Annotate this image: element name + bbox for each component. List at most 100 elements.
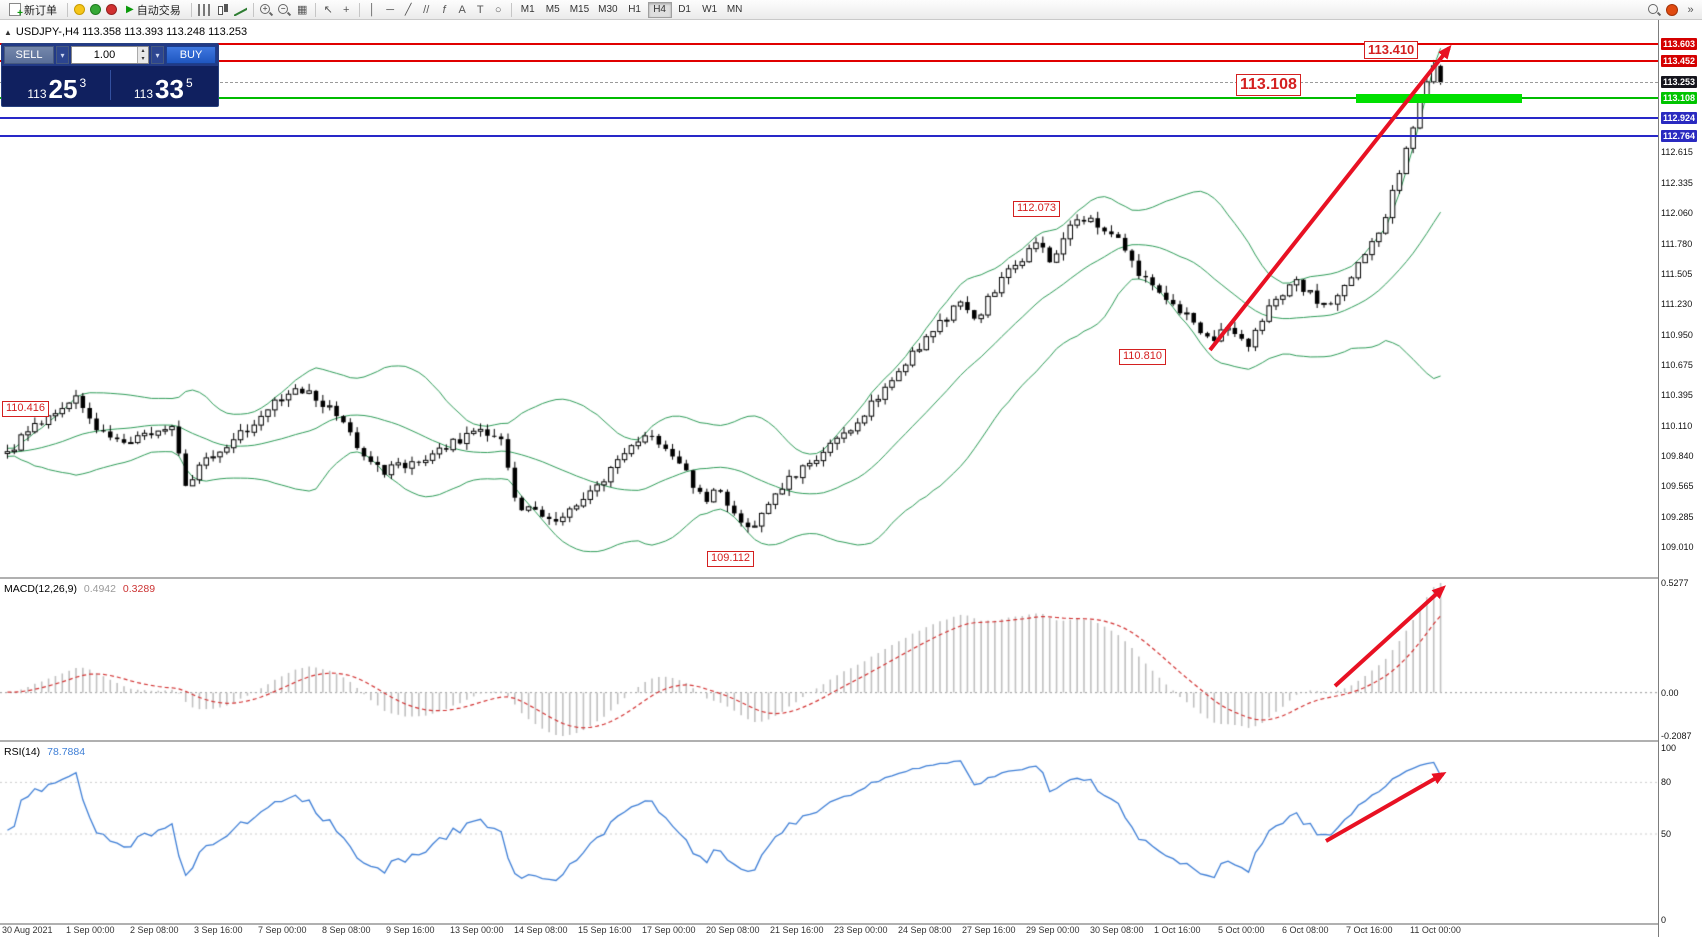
timeframe-m5[interactable]: M5 (541, 2, 565, 18)
timeframe-h1[interactable]: H1 (623, 2, 647, 18)
toolbar-overflow-icon[interactable]: » (1687, 3, 1694, 16)
time-axis-label: 1 Sep 00:00 (66, 925, 115, 935)
price-annotation[interactable]: 113.410 (1364, 41, 1419, 60)
axis-tick-label: 110.950 (1661, 329, 1693, 340)
symbol-icon: ▲ (4, 27, 12, 37)
fibonacci-icon[interactable]: f (442, 3, 446, 16)
text-icon[interactable]: A (458, 3, 466, 16)
rsi-title: RSI(14) (4, 746, 41, 758)
time-axis-label: 7 Sep 00:00 (258, 925, 307, 935)
panel-separator[interactable] (0, 740, 1702, 742)
price-annotation[interactable]: 113.108 (1236, 74, 1301, 96)
bid-sup: 3 (79, 76, 87, 90)
autotrade-button[interactable]: ▶ 自动交易 (120, 1, 187, 19)
horizontal-price-line[interactable] (0, 43, 1658, 45)
volume-up-icon[interactable]: ▴ (137, 47, 148, 55)
horizontal-line-icon[interactable]: ─ (386, 3, 395, 16)
vertical-line-icon[interactable]: │ (368, 3, 376, 16)
time-axis-label: 23 Sep 00:00 (834, 925, 888, 935)
buy-button[interactable]: BUY (166, 46, 216, 64)
price-axis-special-label: 112.764 (1661, 129, 1698, 142)
crosshair-icon[interactable]: + (342, 3, 350, 16)
horizontal-price-line[interactable] (0, 82, 1658, 83)
bar-chart-icon[interactable] (196, 1, 213, 18)
chart-window[interactable]: 110.416 109.112 112.073 110.810 113.108 113.4… (0, 20, 1702, 937)
volume-field[interactable]: 1.00 ▴ ▾ (71, 46, 149, 64)
zoom-out-icon[interactable]: − (276, 1, 293, 18)
time-axis-label: 30 Aug 2021 (2, 925, 53, 935)
horizontal-price-line[interactable] (0, 117, 1658, 119)
horizontal-price-line[interactable] (0, 60, 1658, 62)
horizontal-price-line[interactable] (0, 135, 1658, 137)
signal-icon[interactable] (90, 4, 101, 15)
time-axis-label: 17 Sep 00:00 (642, 925, 696, 935)
axis-tick-label: 111.230 (1661, 298, 1693, 309)
timeframe-d1[interactable]: D1 (673, 2, 697, 18)
toolbar-separator (67, 2, 68, 17)
panel-separator[interactable] (0, 923, 1702, 925)
channel-icon[interactable]: // (423, 3, 430, 16)
timeframe-mn[interactable]: MN (723, 2, 747, 18)
time-axis-label: 21 Sep 16:00 (770, 925, 824, 935)
notification-icon[interactable] (1666, 3, 1678, 16)
rsi-panel-canvas[interactable] (0, 742, 1658, 923)
buy-dropdown[interactable]: ▾ (151, 46, 164, 64)
main-chart-canvas[interactable] (0, 20, 1658, 577)
rsi-indicator-label: RSI(14) 78.7884 (4, 746, 85, 758)
axis-tick-label: 112.060 (1661, 207, 1693, 218)
support-zone-rectangle[interactable] (1356, 94, 1522, 103)
macd-value-2: 0.3289 (122, 583, 156, 595)
phone-icon[interactable] (106, 4, 117, 15)
time-axis[interactable]: 30 Aug 2021 1 Sep 00:00 2 Sep 08:00 3 Sep 1… (0, 925, 1658, 937)
time-axis-label: 20 Sep 08:00 (706, 925, 760, 935)
search-icon[interactable] (1645, 1, 1662, 18)
time-axis-label: 24 Sep 08:00 (898, 925, 952, 935)
sell-dropdown[interactable]: ▾ (56, 46, 69, 64)
timeframe-h4[interactable]: H4 (647, 1, 672, 18)
time-axis-label: 15 Sep 16:00 (578, 925, 632, 935)
axis-tick-label: 112.335 (1661, 177, 1693, 188)
order-controls-row: SELL ▾ 1.00 ▴ ▾ ▾ BUY (2, 44, 218, 66)
line-chart-icon[interactable] (232, 1, 249, 18)
axis-tick-label: 0 (1661, 915, 1667, 925)
axis-tick-label: 0.00 (1661, 687, 1679, 698)
price-axis[interactable]: 112.615 112.335 112.060 111.780 111.505 111.2… (1658, 20, 1702, 937)
ask-prefix: 113 (133, 87, 154, 101)
price-axis-special-label: 113.452 (1661, 54, 1698, 67)
timeframe-m1[interactable]: M1 (516, 2, 540, 18)
shapes-icon[interactable]: ○ (494, 3, 502, 16)
toolbar-separator (358, 2, 360, 17)
candlestick-chart-icon[interactable] (214, 1, 231, 18)
timeframe-m30[interactable]: M30 (594, 2, 621, 18)
tile-windows-icon[interactable]: ▦ (297, 4, 308, 16)
panel-separator[interactable] (0, 577, 1702, 579)
price-divider (109, 70, 111, 100)
macd-title: MACD(12,26,9) (4, 583, 77, 595)
price-annotation[interactable]: 109.112 (707, 551, 754, 567)
axis-tick-label: 109.565 (1661, 481, 1694, 492)
trendline-icon[interactable]: ╱ (404, 4, 412, 16)
zoom-in-icon[interactable]: + (258, 1, 275, 18)
macd-panel-canvas[interactable] (0, 579, 1658, 740)
time-axis-label: 9 Sep 16:00 (386, 925, 435, 935)
price-annotation[interactable]: 110.416 (2, 401, 49, 417)
volume-value[interactable]: 1.00 (93, 49, 116, 61)
price-annotation[interactable]: 110.810 (1119, 349, 1166, 365)
time-axis-label: 1 Oct 16:00 (1154, 925, 1201, 935)
axis-tick-label: 109.285 (1661, 511, 1694, 522)
symbol-title: ▲ USDJPY-,H4 113.358 113.393 113.248 113… (4, 26, 247, 38)
timeframe-m15[interactable]: M15 (566, 2, 593, 18)
label-icon[interactable]: T (476, 3, 484, 16)
sell-button[interactable]: SELL (4, 46, 54, 64)
volume-down-icon[interactable]: ▾ (137, 55, 148, 63)
cursor-icon[interactable]: ↖ (323, 4, 333, 16)
price-annotation[interactable]: 112.073 (1013, 201, 1060, 217)
bid-main: 25 (48, 74, 78, 104)
time-axis-label: 11 Oct 00:00 (1410, 925, 1461, 935)
timeframe-w1[interactable]: W1 (698, 2, 722, 18)
horizontal-price-line[interactable] (0, 97, 1658, 99)
axis-tick-label: 100 (1661, 743, 1677, 753)
lightbulb-icon[interactable] (74, 4, 85, 15)
volume-stepper[interactable]: ▴ ▾ (137, 47, 148, 63)
new-order-button[interactable]: 新订单 (3, 1, 63, 19)
